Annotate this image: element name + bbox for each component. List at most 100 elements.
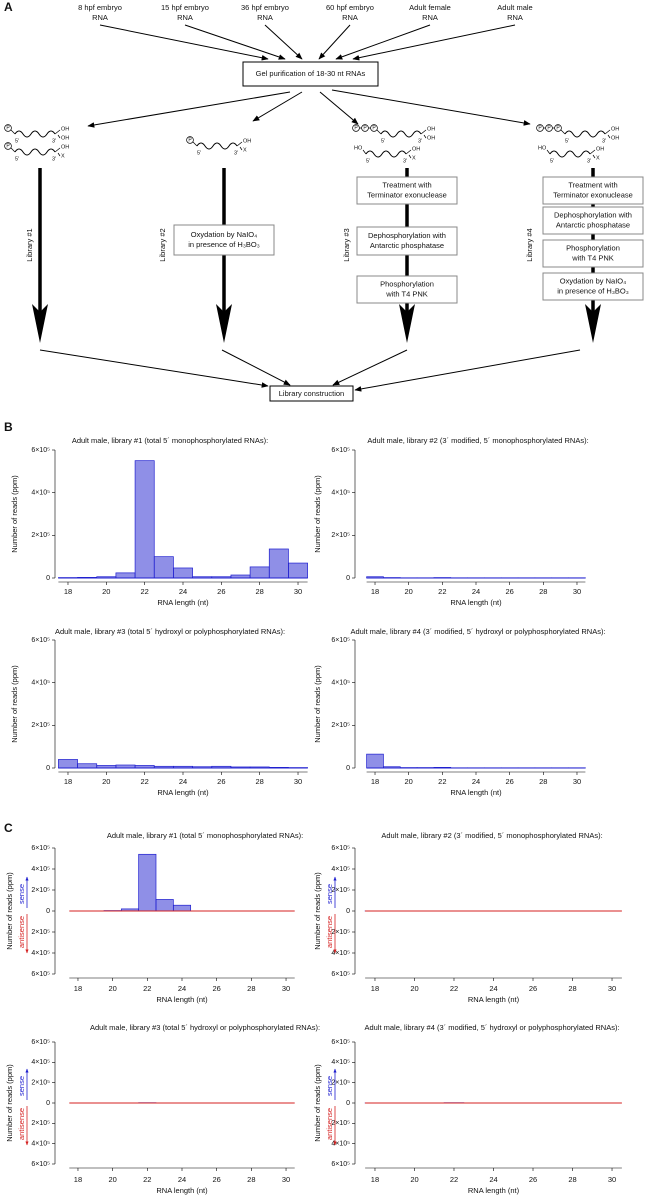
bond	[546, 149, 551, 155]
x-tick-label: 28	[568, 1175, 576, 1184]
three-prime: 3′	[234, 150, 238, 156]
y-tick-label: 0	[46, 575, 50, 582]
x-tick-label: 20	[102, 777, 110, 786]
x-tick-label: 24	[489, 984, 497, 993]
x-tick-label: 20	[108, 1175, 116, 1184]
x-tick-label: 22	[143, 1175, 151, 1184]
x-tick-label: 24	[489, 1175, 497, 1184]
phosphate	[4, 124, 12, 132]
y-tick-label: 0	[346, 575, 350, 582]
bar	[366, 753, 384, 769]
chart-title: Adult male, library #2 (3´ modified, 5´ …	[381, 831, 602, 840]
y-tick-label: 4×10⁵	[31, 490, 50, 497]
y-tick-label: 2×10⁵	[331, 1080, 350, 1087]
source-label: Adult female	[409, 3, 451, 12]
bond	[10, 147, 16, 153]
y-tick-label: 2×10⁵	[31, 1120, 50, 1127]
y-tick-label: 2×10⁵	[331, 887, 350, 894]
chart-title: Adult male, library #4 (3´ modified, 5´ …	[350, 627, 605, 636]
chart-title: Adult male, library #2 (3´ modified, 5´ …	[367, 436, 588, 445]
end-label: OH	[427, 135, 435, 141]
source-label: 8 hpf embryo	[78, 3, 122, 12]
step-label: Treatment with	[382, 180, 431, 189]
phosphate-label: P	[538, 126, 542, 132]
chart-title: Adult male, library #3 (total 5´ hydroxy…	[90, 1023, 320, 1032]
end-label: OH	[596, 146, 604, 152]
panel-label: A	[4, 0, 13, 14]
x-tick-label: 20	[405, 777, 413, 786]
bond	[592, 154, 596, 159]
end-label: OH	[427, 126, 435, 132]
end-label: OH	[412, 146, 420, 152]
y-tick-label: 2×10⁵	[31, 722, 50, 729]
step-label: in presence of H₃BO₃	[557, 286, 629, 295]
rna-strand	[549, 150, 591, 158]
step-box	[542, 206, 644, 235]
x-tick-label: 24	[178, 984, 186, 993]
y-tick-label: 4×10⁵	[331, 680, 350, 687]
y-tick-label: 4×10⁵	[331, 950, 350, 957]
x-tick-label: 24	[179, 587, 187, 596]
arrow	[99, 24, 269, 61]
step-box	[542, 176, 644, 205]
three-prime: 3′	[52, 138, 56, 144]
y-tick-label: 6×10⁵	[331, 845, 350, 852]
arrow	[319, 91, 359, 125]
bond	[607, 134, 611, 139]
bar	[58, 759, 78, 769]
arrow	[352, 24, 516, 61]
step-box	[542, 239, 644, 268]
y-axis-label: Number of reads (ppm)	[5, 1064, 14, 1142]
x-tick-label: 24	[179, 777, 187, 786]
bar	[77, 763, 98, 769]
x-tick-label: 22	[438, 777, 446, 786]
bond	[192, 141, 198, 147]
bond	[10, 129, 16, 135]
phosphate-label: P	[6, 144, 10, 150]
panel-label: C	[4, 821, 13, 835]
x-tick-label: 28	[256, 777, 264, 786]
bar	[155, 899, 174, 912]
x-tick-label: 18	[74, 984, 82, 993]
x-tick-label: 20	[410, 984, 418, 993]
x-tick-label: 28	[539, 777, 547, 786]
bond	[376, 129, 382, 135]
library-label: Library #4	[525, 228, 534, 261]
x-axis-label: RNA length (nt)	[450, 598, 502, 607]
y-tick-label: 4×10⁵	[331, 1059, 350, 1066]
legend-label: antisense	[17, 1108, 26, 1140]
legend-label: antisense	[325, 916, 334, 948]
end-label: OH	[61, 135, 69, 141]
arrow	[335, 24, 431, 60]
x-tick-label: 26	[217, 587, 225, 596]
bond	[604, 129, 611, 135]
y-tick-label: 2×10⁵	[31, 532, 50, 539]
legend-label: sense	[17, 884, 26, 904]
x-tick-label: 20	[102, 587, 110, 596]
bond	[362, 149, 367, 155]
arrow	[39, 349, 269, 388]
bond	[408, 154, 412, 159]
step-box	[356, 226, 458, 256]
five-prime: 5′	[565, 138, 569, 144]
y-tick-label: 0	[46, 908, 50, 915]
arrow	[252, 91, 303, 122]
x-axis-label: RNA length (nt)	[450, 788, 502, 797]
phosphate	[536, 124, 544, 132]
library-label: Library #3	[342, 228, 351, 261]
arrow	[184, 24, 286, 60]
x-tick-label: 18	[64, 777, 72, 786]
arrow	[264, 24, 303, 60]
hydroxyl-label: HO	[538, 145, 547, 151]
bond	[405, 149, 412, 155]
y-tick-label: 0	[346, 765, 350, 772]
step-label: Dephosphorylation with	[554, 210, 632, 219]
step-label: Phosphorylation	[380, 279, 434, 288]
source-label: RNA	[422, 13, 438, 22]
thick-arrow-head	[32, 304, 48, 343]
x-tick-label: 20	[410, 1175, 418, 1184]
phosphate-label: P	[363, 126, 367, 132]
hydroxyl-label: HO	[354, 145, 363, 151]
thick-arrow-head	[216, 304, 232, 343]
